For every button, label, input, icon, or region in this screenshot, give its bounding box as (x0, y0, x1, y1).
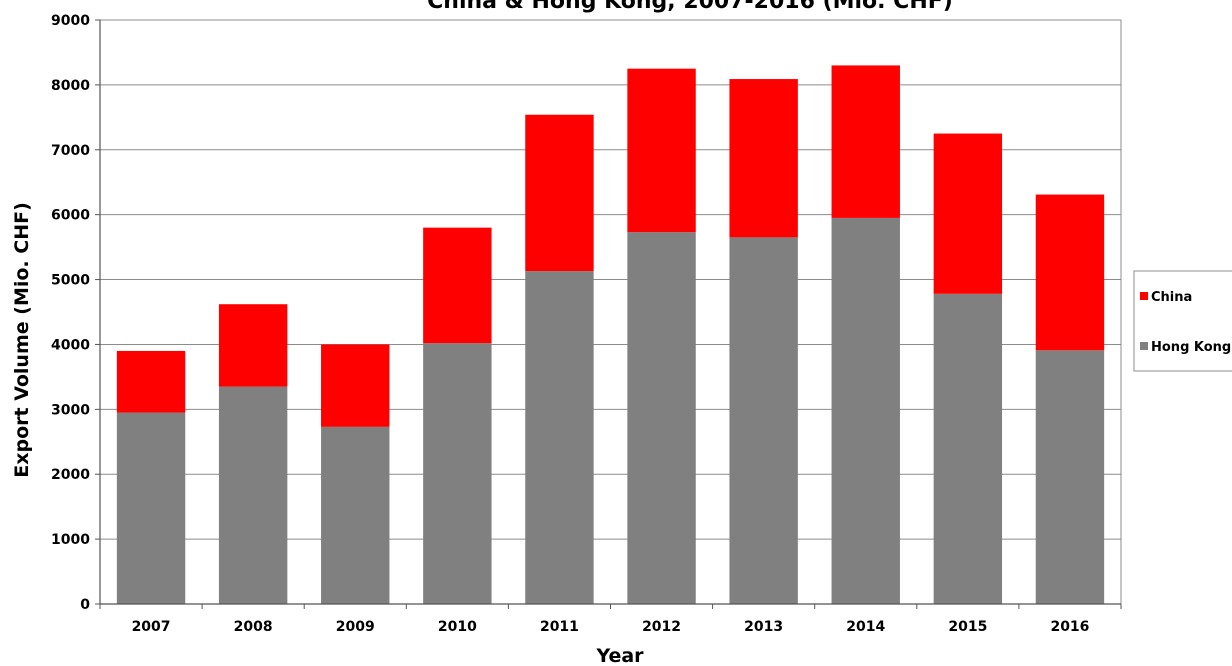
bar-china-2008 (218, 304, 288, 387)
bar-china-2013 (729, 79, 798, 238)
legend-label-hong-kong: Hong Kong (1151, 340, 1231, 355)
bar-hong-kong-2014 (831, 217, 900, 604)
bar-china-2007 (116, 350, 186, 413)
bar-hong-kong-2009 (321, 426, 390, 604)
bar-hong-kong-2008 (218, 386, 288, 604)
y-tick-label: 4000 (51, 337, 90, 353)
y-axis-title: Export Volume (Mio. CHF) (11, 202, 33, 478)
y-tick-label: 2000 (51, 467, 90, 483)
legend-box (1133, 270, 1232, 372)
bar-china-2012 (627, 68, 696, 233)
y-tick-labels: 0 1000 2000 3000 4000 5000 6000 7000 8000 9000 (51, 13, 90, 613)
bar-hong-kong-2012 (627, 232, 696, 605)
y-tick-label: 8000 (51, 78, 90, 94)
legend-label-china: China (1151, 290, 1192, 305)
x-tick-label: 2007 (132, 619, 171, 635)
x-tick-label: 2012 (642, 619, 681, 635)
bar-china-2015 (933, 133, 1003, 294)
y-tick-label: 1000 (51, 532, 90, 548)
y-tick-label: 3000 (51, 402, 90, 418)
y-tick-label: 5000 (51, 273, 90, 289)
bars (116, 65, 1105, 605)
y-tick-label: 6000 (51, 208, 90, 224)
bar-china-2010 (423, 227, 492, 344)
legend: China Hong Kong (1133, 270, 1232, 372)
bar-hong-kong-2016 (1035, 350, 1105, 604)
x-tick-labels: 2007 2008 2009 2010 2011 2012 2013 2014 2015 2016 (99, 604, 1122, 635)
bar-china-2014 (831, 65, 900, 218)
x-tick-label: 2008 (234, 619, 273, 635)
bar-hong-kong-2015 (933, 293, 1003, 604)
bar-hong-kong-2010 (423, 343, 492, 604)
x-tick-label: 2014 (846, 619, 885, 635)
x-tick-label: 2013 (744, 619, 783, 635)
x-tick-label: 2016 (1050, 619, 1089, 635)
x-tick-label: 2010 (438, 619, 477, 635)
y-tick-label: 7000 (51, 143, 90, 159)
x-tick-label: 2015 (948, 619, 987, 635)
legend-swatch-hong-kong (1140, 342, 1148, 350)
bar-hong-kong-2011 (525, 271, 594, 604)
bar-hong-kong-2013 (729, 237, 798, 604)
bar-china-2011 (525, 114, 594, 272)
bar-hong-kong-2007 (116, 412, 186, 604)
chart-title: China & Hong Kong, 2007-2016 (Mio. CHF) (427, 0, 953, 14)
x-tick-label: 2009 (336, 619, 375, 635)
y-tick-label: 0 (80, 597, 90, 613)
bar-china-2009 (321, 344, 390, 427)
x-tick-label: 2011 (540, 619, 579, 635)
y-tick-label: 9000 (51, 13, 90, 29)
bar-china-2016 (1035, 194, 1105, 351)
legend-swatch-china (1140, 292, 1148, 300)
x-axis-title: Year (595, 645, 644, 666)
